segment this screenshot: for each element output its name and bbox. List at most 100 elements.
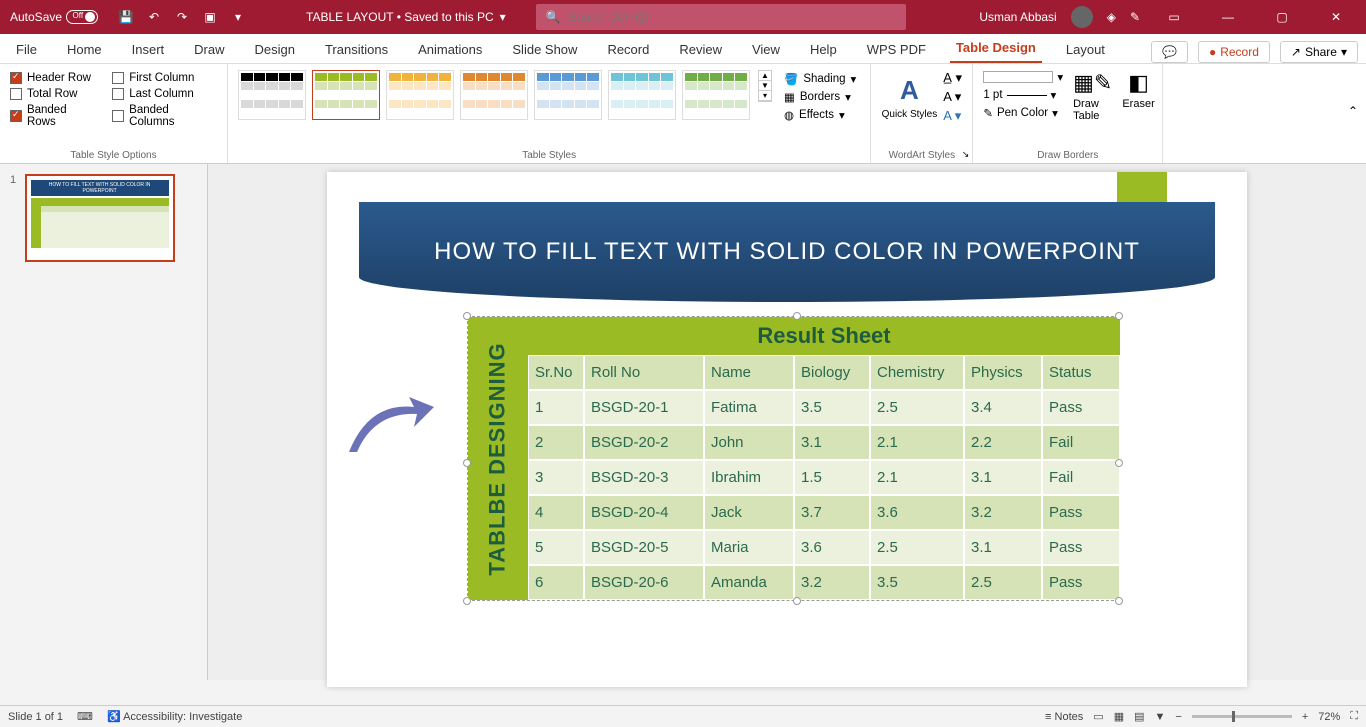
tab-slide-show[interactable]: Slide Show [506, 37, 583, 63]
slide-thumbnail[interactable]: HOW TO FILL TEXT WITH SOLID COLOR IN POW… [25, 174, 175, 262]
sorter-view-icon[interactable]: ▦ [1114, 710, 1124, 723]
checkbox-banded-rows[interactable]: Banded Rows [10, 104, 98, 128]
slide-canvas[interactable]: HOW TO FILL TEXT WITH SOLID COLOR IN POW… [208, 164, 1366, 680]
undo-icon[interactable]: ↶ [146, 9, 162, 25]
slide-title: HOW TO FILL TEXT WITH SOLID COLOR IN POW… [359, 202, 1215, 302]
table-title: Result Sheet [528, 317, 1120, 355]
table-cell: 3.6 [794, 530, 870, 565]
slide: HOW TO FILL TEXT WITH SOLID COLOR IN POW… [327, 172, 1247, 687]
pen-style-dropdown[interactable]: ▾ [983, 70, 1063, 84]
more-icon[interactable]: ▾ [230, 9, 246, 25]
tab-record[interactable]: Record [601, 37, 655, 63]
table-cell: 3.1 [794, 425, 870, 460]
ribbon-mode-icon[interactable]: ▭ [1154, 0, 1194, 34]
search-input[interactable] [569, 10, 896, 24]
table-cell: BSGD-20-4 [584, 495, 704, 530]
fit-window-icon[interactable]: ⛶ [1350, 710, 1358, 723]
table-cell: Pass [1042, 390, 1120, 425]
minimize-icon[interactable]: — [1208, 0, 1248, 34]
notes-button[interactable]: ≡ Notes [1045, 711, 1083, 723]
tab-transitions[interactable]: Transitions [319, 37, 394, 63]
zoom-in-button[interactable]: + [1302, 711, 1308, 723]
document-title[interactable]: TABLE LAYOUT • Saved to this PC▾ [306, 10, 506, 24]
tab-file[interactable]: File [10, 37, 43, 63]
table-style-thumb[interactable] [682, 70, 750, 120]
close-icon[interactable]: ✕ [1316, 0, 1356, 34]
accessibility-status[interactable]: ♿ Accessibility: Investigate [107, 710, 242, 723]
comments-button[interactable]: 💬 [1151, 41, 1188, 63]
table-style-thumb[interactable] [460, 70, 528, 120]
pen-weight-dropdown[interactable]: 1 pt▾ [983, 88, 1063, 102]
table-cell: BSGD-20-2 [584, 425, 704, 460]
tab-draw[interactable]: Draw [188, 37, 230, 63]
table-style-thumb[interactable] [238, 70, 306, 120]
save-icon[interactable]: 💾 [118, 9, 134, 25]
table-cell: 5 [528, 530, 584, 565]
checkbox-first-column[interactable]: First Column [112, 72, 217, 84]
zoom-out-button[interactable]: − [1175, 711, 1181, 723]
user-name[interactable]: Usman Abbasi [979, 10, 1056, 24]
checkbox-header-row[interactable]: Header Row [10, 72, 98, 84]
table-cell: Pass [1042, 495, 1120, 530]
table-style-thumb[interactable] [534, 70, 602, 120]
diamond-icon[interactable]: ◈ [1107, 10, 1116, 24]
tab-review[interactable]: Review [673, 37, 728, 63]
bucket-icon: 🪣 [784, 72, 798, 86]
tab-home[interactable]: Home [61, 37, 108, 63]
search-icon: 🔍 [546, 10, 561, 24]
tab-wps-pdf[interactable]: WPS PDF [861, 37, 932, 63]
checkbox-banded-columns[interactable]: Banded Columns [112, 104, 217, 128]
checkbox-last-column[interactable]: Last Column [112, 88, 217, 100]
draw-table-button[interactable]: ▦✎ Draw Table [1073, 70, 1112, 122]
tab-layout[interactable]: Layout [1060, 37, 1111, 63]
gallery-scroll[interactable]: ▲▼▾ [758, 70, 772, 102]
tab-view[interactable]: View [746, 37, 786, 63]
language-icon[interactable]: ⌨ [77, 710, 93, 723]
autosave-toggle[interactable]: AutoSave Off [10, 10, 98, 24]
result-table[interactable]: TABLBE DESIGNING Result Sheet Sr.NoRoll … [467, 316, 1119, 601]
table-cell: 3.2 [794, 565, 870, 600]
user-avatar[interactable] [1071, 6, 1093, 28]
table-cell: 3 [528, 460, 584, 495]
record-button[interactable]: ● Record [1198, 41, 1270, 63]
table-style-thumb[interactable] [386, 70, 454, 120]
table-style-thumb[interactable] [312, 70, 380, 120]
search-box[interactable]: 🔍 [536, 4, 906, 30]
text-outline-button[interactable]: A ▾ [943, 89, 962, 105]
tab-table-design[interactable]: Table Design [950, 35, 1042, 63]
normal-view-icon[interactable]: ▭ [1093, 710, 1103, 723]
dialog-launcher-icon[interactable]: ↘ [962, 149, 970, 160]
table-header-cell: Sr.No [528, 355, 584, 390]
table-style-thumb[interactable] [608, 70, 676, 120]
zoom-slider[interactable] [1192, 715, 1292, 718]
effects-button[interactable]: ◍Effects ▾ [784, 108, 856, 122]
shading-button[interactable]: 🪣Shading ▾ [784, 72, 856, 86]
text-effects-button[interactable]: A ▾ [943, 108, 962, 124]
table-cell: 1.5 [794, 460, 870, 495]
pen-color-button[interactable]: ✎ Pen Color ▾ [983, 106, 1063, 120]
tab-animations[interactable]: Animations [412, 37, 488, 63]
zoom-level[interactable]: 72% [1318, 711, 1340, 723]
tab-design[interactable]: Design [249, 37, 301, 63]
quick-styles-button[interactable]: A Quick Styles [882, 70, 938, 124]
share-button[interactable]: ↗ Share ▾ [1280, 41, 1358, 63]
table-cell: 3.5 [870, 565, 964, 600]
maximize-icon[interactable]: ▢ [1262, 0, 1302, 34]
present-icon[interactable]: ▣ [202, 9, 218, 25]
redo-icon[interactable]: ↷ [174, 9, 190, 25]
tab-insert[interactable]: Insert [126, 37, 171, 63]
draw-table-icon: ▦✎ [1073, 70, 1112, 96]
table-cell: 2 [528, 425, 584, 460]
slideshow-view-icon[interactable]: ▼ [1155, 711, 1166, 723]
group-label: Draw Borders [973, 150, 1162, 161]
pen-icon[interactable]: ✎ [1130, 10, 1140, 24]
collapse-ribbon-icon[interactable]: ⌃ [1348, 104, 1358, 118]
table-cell: BSGD-20-5 [584, 530, 704, 565]
borders-button[interactable]: ▦Borders ▾ [784, 90, 856, 104]
checkbox-total-row[interactable]: Total Row [10, 88, 98, 100]
eraser-button[interactable]: ◧ Eraser [1122, 70, 1154, 122]
tab-help[interactable]: Help [804, 37, 843, 63]
work-area: 1 HOW TO FILL TEXT WITH SOLID COLOR IN P… [0, 164, 1366, 680]
text-fill-button[interactable]: A̲ ▾ [943, 70, 962, 86]
reading-view-icon[interactable]: ▤ [1134, 710, 1144, 723]
